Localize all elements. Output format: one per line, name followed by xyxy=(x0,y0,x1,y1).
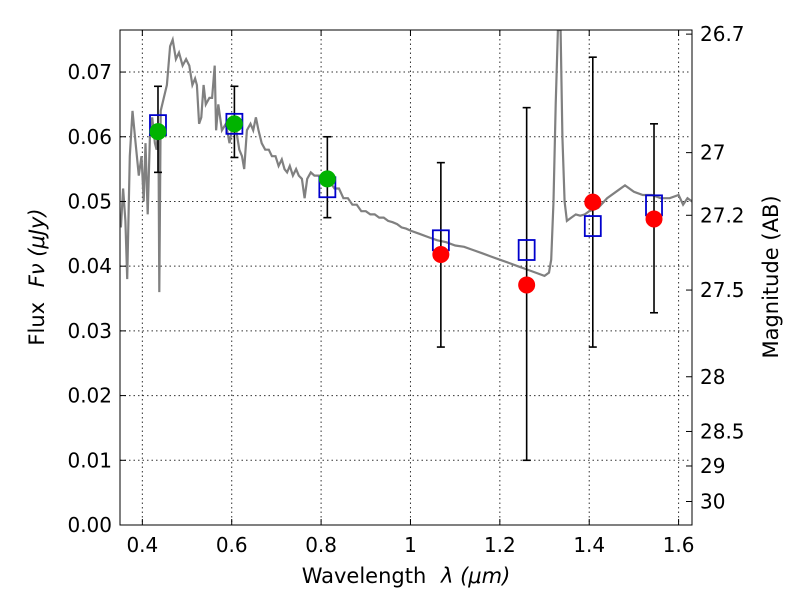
y-axis-title-math: Fν (μJy) xyxy=(25,208,49,287)
observed-photometry-point xyxy=(225,115,243,133)
x-tick-label: 0.8 xyxy=(305,533,337,557)
y-tick-labels: 0.00 0.01 0.02 0.03 0.04 0.05 0.06 0.07 xyxy=(67,60,112,537)
x-tick-labels: 0.4 0.6 0.8 1 1.2 1.4 1.6 xyxy=(126,533,694,557)
magnitude-tick-label: 29 xyxy=(700,454,725,478)
observed-photometry-layer xyxy=(149,115,663,294)
y-tick-label: 0.05 xyxy=(67,189,112,213)
x-tick-label: 1 xyxy=(404,533,417,557)
y-tick-label: 0.00 xyxy=(67,513,112,537)
y-axis-title: Flux Fν (μJy) xyxy=(25,208,49,345)
magnitude-tick-label: 30 xyxy=(700,490,725,514)
x-tick-label: 0.6 xyxy=(216,533,248,557)
magnitude-tick-label: 27.5 xyxy=(700,278,745,302)
x-tick-label: 1.2 xyxy=(484,533,516,557)
observed-photometry-point xyxy=(432,246,450,264)
y-tick-label: 0.06 xyxy=(67,125,112,149)
observed-photometry-point xyxy=(149,123,167,141)
magnitude-tick-label: 28.5 xyxy=(700,419,745,443)
y-tick-label: 0.04 xyxy=(67,254,112,278)
tick-marks xyxy=(120,30,692,526)
grid-lines xyxy=(120,30,692,525)
x-axis-title-main: Wavelength xyxy=(302,564,427,588)
observed-photometry-point xyxy=(318,170,336,188)
observed-photometry-point xyxy=(584,193,602,211)
magnitude-axis-title: Magnitude (AB) xyxy=(759,195,783,358)
y-axis-title-main: Flux xyxy=(25,302,49,346)
model-photometry-square xyxy=(517,239,536,261)
y-tick-label: 0.03 xyxy=(67,319,112,343)
y-tick-label: 0.01 xyxy=(67,448,112,472)
x-axis-title-math: λ (μm) xyxy=(440,564,510,588)
magnitude-tick-label: 27.2 xyxy=(700,203,745,227)
magnitude-tick-labels: 26.7 27 27.2 27.5 28 28.5 29 30 xyxy=(700,22,745,513)
plot-frame xyxy=(119,29,693,526)
model-spectrum-line xyxy=(120,30,692,293)
x-tick-label: 1.6 xyxy=(663,533,695,557)
magnitude-tick-label: 27 xyxy=(700,141,725,165)
magnitude-tick-label: 26.7 xyxy=(700,22,745,46)
y-tick-label: 0.07 xyxy=(67,60,112,84)
magnitude-tick-label: 28 xyxy=(700,365,725,389)
observed-photometry-point xyxy=(645,210,663,228)
model-photometry-square xyxy=(583,215,602,237)
x-tick-label: 1.4 xyxy=(573,533,605,557)
model-spectrum-layer xyxy=(120,30,692,293)
model-photometry-layer xyxy=(149,112,663,261)
observed-photometry-point xyxy=(518,276,536,294)
x-tick-label: 0.4 xyxy=(126,533,158,557)
y-tick-label: 0.02 xyxy=(67,384,112,408)
x-axis-title: Wavelength λ (μm) xyxy=(302,564,511,588)
